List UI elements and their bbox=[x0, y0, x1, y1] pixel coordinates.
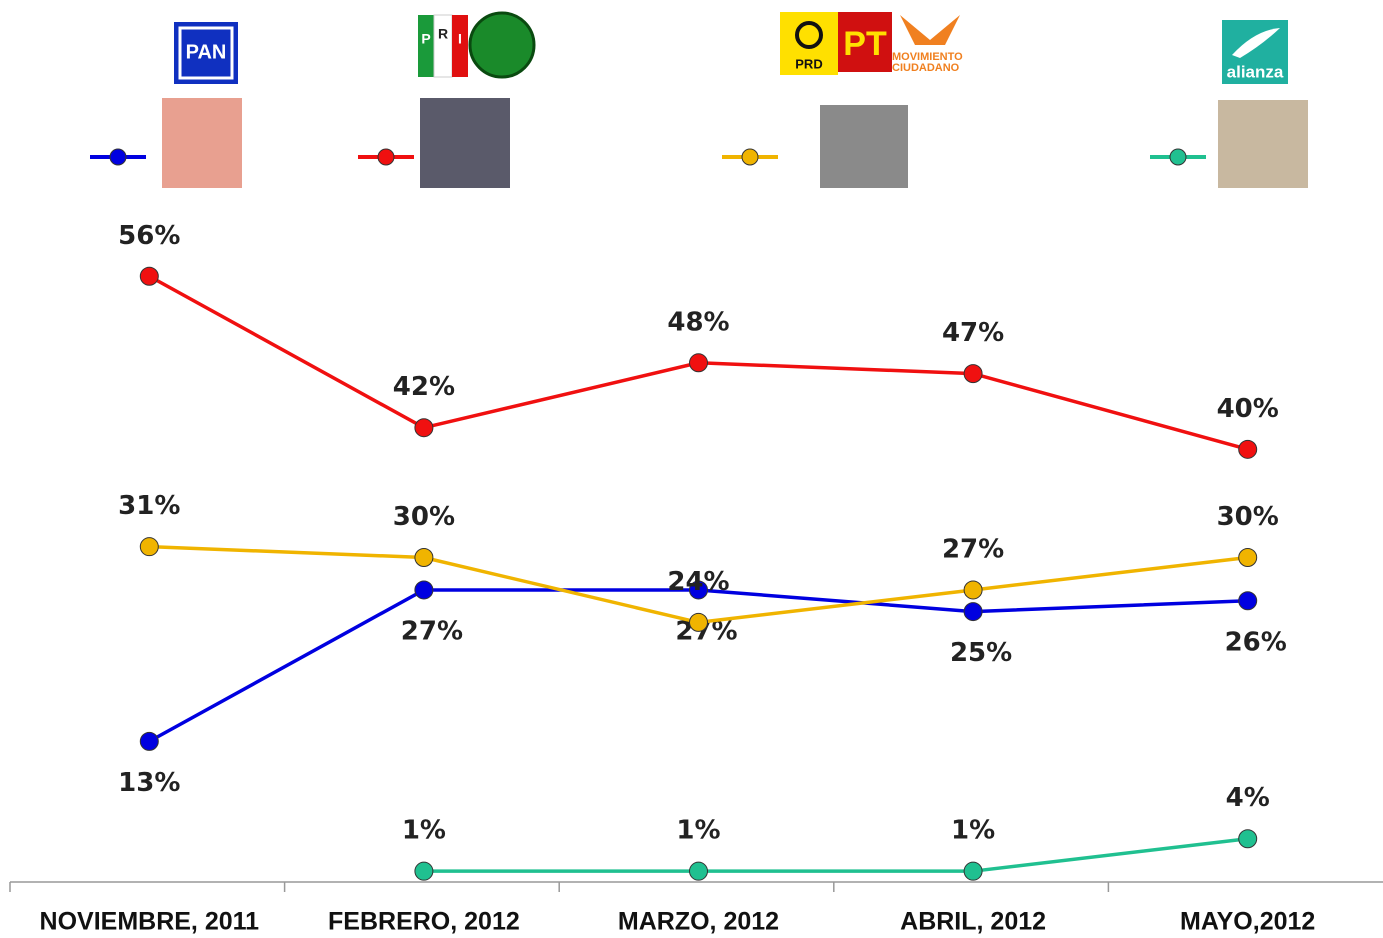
data-label: 1% bbox=[402, 816, 446, 846]
logo-box bbox=[433, 14, 453, 78]
data-point bbox=[1238, 829, 1258, 849]
data-label: 42% bbox=[393, 372, 455, 402]
data-label: 48% bbox=[667, 307, 729, 337]
data-point bbox=[689, 353, 708, 373]
data-point bbox=[139, 266, 159, 286]
data-point bbox=[139, 731, 159, 751]
data-point bbox=[689, 612, 708, 632]
data-label: 27% bbox=[401, 616, 463, 646]
x-tick-label: NOVIEMBRE, 2011 bbox=[40, 908, 260, 936]
data-label: 1% bbox=[676, 816, 720, 846]
data-point bbox=[689, 580, 708, 600]
legend-marker bbox=[377, 148, 395, 166]
x-tick-label: MAYO,2012 bbox=[1180, 908, 1315, 936]
logo-frame bbox=[178, 26, 234, 80]
logo-box bbox=[174, 22, 238, 84]
logo-text: PAN bbox=[186, 41, 227, 63]
data-point bbox=[963, 602, 983, 622]
photo bbox=[820, 105, 908, 188]
logo-circle bbox=[468, 11, 536, 79]
logo-text: P bbox=[421, 31, 430, 47]
data-label: 30% bbox=[1217, 502, 1279, 532]
data-label: 26% bbox=[1225, 627, 1287, 657]
x-tick-label: MARZO, 2012 bbox=[618, 908, 779, 936]
data-label: 47% bbox=[942, 318, 1004, 348]
data-label: 13% bbox=[118, 768, 180, 798]
logo-prd-pt-mc: PRD PT MOVIMIENTO CIUDADANO bbox=[780, 12, 963, 75]
x-tick-label: FEBRERO, 2012 bbox=[328, 908, 520, 936]
data-point bbox=[414, 580, 434, 600]
logo-alianza: alianza bbox=[1222, 20, 1288, 84]
logo-text: R bbox=[438, 26, 448, 42]
data-point bbox=[689, 861, 708, 881]
logo-box bbox=[418, 15, 434, 77]
logo-eagle bbox=[900, 15, 960, 45]
data-label: 30% bbox=[393, 502, 455, 532]
series-line bbox=[148, 588, 1248, 743]
data-point bbox=[1238, 439, 1258, 459]
data-point bbox=[414, 548, 434, 567]
photo bbox=[162, 98, 242, 188]
legend-marker bbox=[741, 148, 759, 166]
data-label: 56% bbox=[118, 221, 180, 251]
logo-text: CIUDADANO bbox=[892, 62, 960, 74]
logo-text: MOVIMIENTO bbox=[892, 51, 963, 63]
data-point bbox=[414, 861, 434, 881]
data-point bbox=[963, 580, 983, 600]
data-label: 24% bbox=[667, 567, 729, 597]
data-label: 25% bbox=[950, 638, 1012, 668]
data-point bbox=[414, 418, 434, 438]
data-point bbox=[963, 364, 983, 384]
data-point bbox=[139, 537, 159, 557]
logo-pri: P R I bbox=[418, 11, 536, 79]
data-point bbox=[1238, 591, 1258, 611]
series-line bbox=[423, 836, 1248, 873]
legend bbox=[90, 148, 1206, 166]
data-label: 27% bbox=[942, 534, 1004, 564]
data-label: 1% bbox=[951, 816, 995, 846]
data-label: 4% bbox=[1226, 783, 1270, 813]
logo-text: alianza bbox=[1227, 62, 1284, 81]
photo bbox=[1218, 100, 1308, 188]
legend-marker bbox=[109, 148, 127, 166]
logo-text: PRD bbox=[795, 56, 822, 71]
data-point bbox=[963, 861, 983, 881]
logo-box bbox=[838, 12, 892, 72]
logo-swoosh bbox=[1232, 28, 1280, 58]
logo-pan: PAN bbox=[174, 22, 238, 84]
logo-text: PT bbox=[843, 25, 887, 63]
logo-text: I bbox=[458, 31, 462, 47]
legend-marker bbox=[1169, 148, 1187, 166]
data-point bbox=[1238, 548, 1258, 567]
logo-box bbox=[452, 15, 468, 77]
logo-sun bbox=[795, 21, 823, 49]
photo bbox=[420, 98, 510, 188]
data-label: 31% bbox=[118, 491, 180, 521]
x-tick-label: ABRIL, 2012 bbox=[900, 908, 1046, 936]
data-label: 40% bbox=[1217, 394, 1279, 424]
